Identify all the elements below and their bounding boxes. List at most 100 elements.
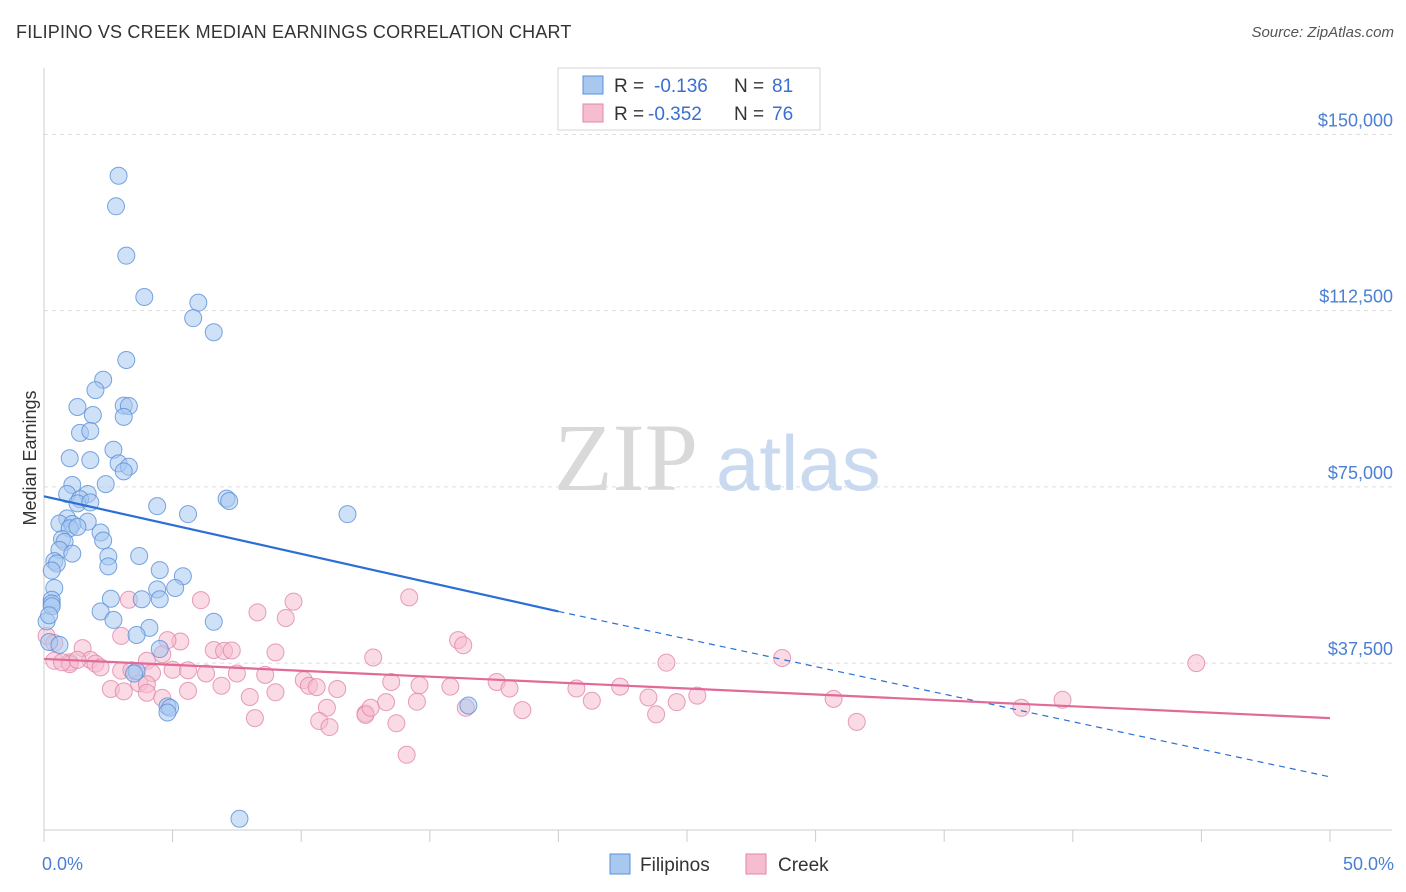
filipinos-point-19 <box>81 451 100 470</box>
creek-point-39 <box>256 665 275 684</box>
creek-point-68 <box>377 693 396 712</box>
filipinos-point-31 <box>220 492 239 510</box>
filipinos-point-78 <box>459 696 478 715</box>
filipinos-point-13 <box>83 405 102 424</box>
creek-point-3 <box>284 592 303 611</box>
creek-point-1 <box>400 588 419 607</box>
creek-point-70 <box>387 714 406 733</box>
filipinos-point-18 <box>60 449 79 468</box>
filipinos-point-63 <box>91 602 110 621</box>
gridlines <box>44 133 1392 664</box>
filipinos-point-2 <box>117 246 136 265</box>
creek-point-26 <box>657 653 676 672</box>
legend: R = -0.136 N = 81 R = -0.352 N = 76 <box>557 67 821 131</box>
creek-point-79 <box>513 701 532 720</box>
filipinos-point-16 <box>81 421 100 440</box>
x-tick-label-1: 50.0% <box>1343 854 1394 874</box>
filipinos-point-4 <box>189 293 208 312</box>
y-tick-label-3: $150,000 <box>1318 110 1393 130</box>
filipinos-point-3 <box>135 288 154 307</box>
watermark: ZIP atlas <box>554 404 881 511</box>
filipinos-point-1 <box>107 197 126 216</box>
filipinos-point-23 <box>96 475 115 494</box>
filipinos-point-9 <box>86 381 105 400</box>
creek-point-38 <box>227 664 246 683</box>
filipinos-point-40 <box>68 517 87 536</box>
creek-point-43 <box>328 680 347 698</box>
filipinos-point-10 <box>68 398 87 416</box>
creek-point-77 <box>647 705 666 724</box>
y-axis-label: Median Earnings <box>20 390 40 525</box>
legend-swatch-creek <box>582 103 604 123</box>
filipinos-point-7 <box>117 351 136 369</box>
legend-n-label-filipinos: N = <box>734 76 764 97</box>
creek-point-55 <box>410 676 429 695</box>
filipinos-point-34 <box>338 505 357 524</box>
filipinos-point-72 <box>150 640 169 659</box>
creek-point-50 <box>179 681 198 700</box>
filipinos-point-51 <box>99 557 118 576</box>
filipinos-point-52 <box>42 561 61 580</box>
creek-point-72 <box>320 718 339 737</box>
y-tick-label-1: $75,000 <box>1328 463 1393 483</box>
filipinos-point-60 <box>132 590 151 609</box>
creek-point-62 <box>639 688 658 707</box>
filipinos-point-67 <box>204 612 223 631</box>
creek-point-48 <box>137 683 156 702</box>
bottom-legend: Filipinos Creek <box>609 853 829 876</box>
filipinos-point-79 <box>230 809 249 828</box>
creek-point-19 <box>364 648 383 667</box>
y-tick-label-0: $37,500 <box>1328 639 1393 659</box>
filipinos-point-74 <box>125 664 144 683</box>
creek-point-65 <box>824 689 843 708</box>
creek-point-81 <box>361 698 380 717</box>
creek-point-56 <box>441 677 460 696</box>
creek-point-64 <box>688 686 707 705</box>
filipinos-point-0 <box>109 166 128 185</box>
creek-point-31 <box>91 658 110 677</box>
bottom-legend-label-filipinos: Filipinos <box>640 855 710 876</box>
creek-point-53 <box>266 683 285 702</box>
y-tick-label-2: $112,500 <box>1319 287 1393 307</box>
filipinos-point-14 <box>114 407 133 426</box>
filipinos-point-32 <box>148 497 167 516</box>
creek-point-76 <box>847 712 866 731</box>
legend-r-label-creek: R = <box>614 104 644 125</box>
bottom-legend-label-creek: Creek <box>778 855 829 876</box>
filipinos-points <box>37 166 478 828</box>
filipinos-point-69 <box>127 625 146 644</box>
chart-title: FILIPINO VS CREEK MEDIAN EARNINGS CORREL… <box>16 22 572 42</box>
filipinos-point-47 <box>130 546 149 565</box>
filipinos-point-80 <box>40 606 59 625</box>
bottom-legend-swatch-creek <box>745 853 767 875</box>
creek-trend-line <box>43 657 1331 720</box>
filipinos-point-22 <box>114 462 133 481</box>
legend-swatch-filipinos <box>582 75 604 95</box>
creek-point-52 <box>240 687 259 706</box>
filipinos-point-77 <box>158 703 177 722</box>
axes <box>43 68 1392 842</box>
creek-point-5 <box>276 609 295 628</box>
creek-point-6 <box>248 603 267 622</box>
filipinos-point-6 <box>204 323 223 342</box>
watermark-atlas: atlas <box>716 419 881 507</box>
creek-point-11 <box>112 626 131 645</box>
legend-r-value-creek: -0.352 <box>648 104 702 125</box>
watermark-zip: ZIP <box>554 404 698 511</box>
bottom-legend-swatch-filipinos <box>609 853 631 875</box>
filipinos-point-53 <box>150 561 169 580</box>
creek-point-75 <box>1012 698 1031 717</box>
filipinos-point-46 <box>63 544 82 563</box>
filipinos-point-59 <box>101 589 120 608</box>
creek-point-27 <box>1187 654 1206 673</box>
creek-point-63 <box>667 693 686 712</box>
creek-point-8 <box>454 636 473 655</box>
filipinos-point-44 <box>94 531 113 550</box>
filipinos-point-71 <box>50 635 69 654</box>
filipinos-point-57 <box>166 578 185 597</box>
creek-point-37 <box>197 664 216 683</box>
legend-r-label-filipinos: R = <box>614 76 644 97</box>
filipinos-point-64 <box>150 590 169 609</box>
creek-point-58 <box>500 679 519 698</box>
creek-point-60 <box>582 691 601 710</box>
